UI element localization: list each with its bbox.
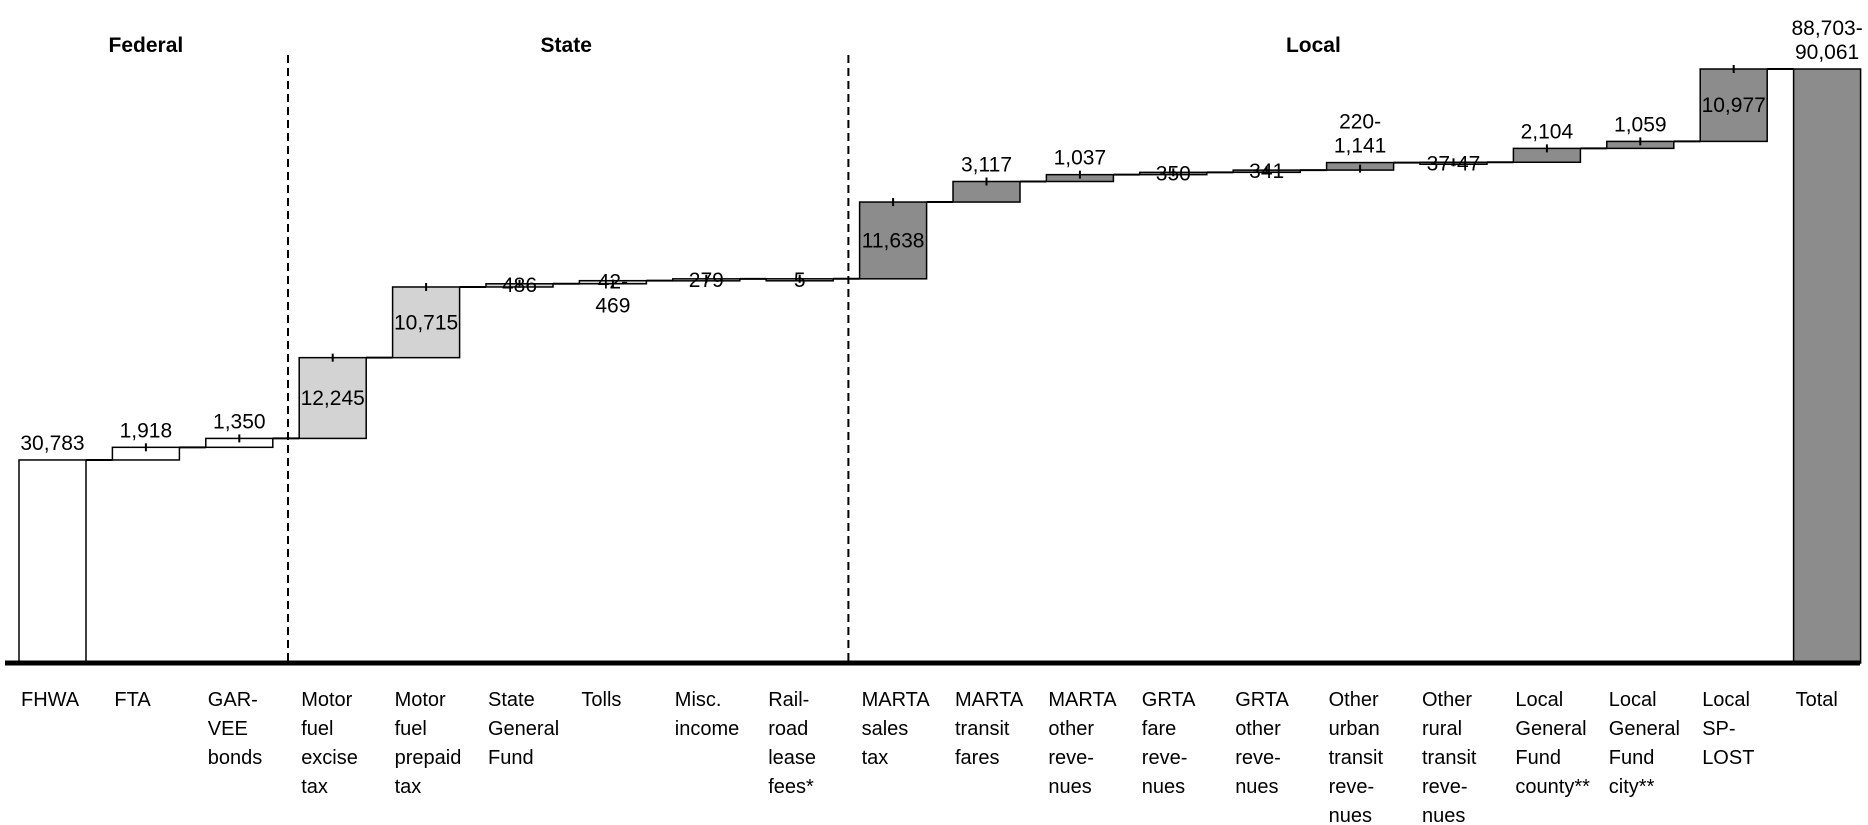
category-label-marta-transit-fares: MARTA transit fares bbox=[955, 689, 1024, 769]
data-label-motor-fuel-excise-tax: 12,245 bbox=[301, 387, 365, 410]
data-label-marta-transit-fares: 3,117 bbox=[961, 153, 1012, 176]
data-label-fhwa: 30,783 bbox=[20, 432, 84, 455]
group-label-local: Local bbox=[1286, 34, 1341, 57]
category-label-other-rural-transit-reve-nues: Other rural transit reve-nues bbox=[1422, 689, 1477, 825]
group-label-federal: Federal bbox=[109, 34, 184, 57]
category-label-motor-fuel-prepaid-tax: Motor fuel prepaid tax bbox=[395, 689, 462, 798]
category-label-motor-fuel-excise-tax: Motor fuel excise tax bbox=[301, 689, 358, 798]
category-label-local-sp-lost: Local SP-LOST bbox=[1702, 689, 1754, 769]
category-label-fhwa: FHWA bbox=[21, 689, 80, 711]
category-label-marta-other-reve-nues: MARTA other reve-nues bbox=[1048, 689, 1117, 798]
category-label-tolls: Tolls bbox=[581, 689, 621, 711]
data-label-local-general-fund-county: 2,104 bbox=[1521, 120, 1574, 143]
data-label-state-general-fund: 486 bbox=[502, 274, 537, 297]
category-label-gar-vee-bonds: GAR-VEE bonds bbox=[208, 689, 262, 769]
category-label-total: Total bbox=[1796, 689, 1838, 711]
data-label-misc-income: 279 bbox=[689, 269, 724, 292]
data-label-grta-fare-reve-nues: 350 bbox=[1156, 162, 1191, 185]
data-label-tolls: 42-469 bbox=[595, 271, 630, 318]
category-label-other-urban-transit-reve-nues: Other urban transit reve-nues bbox=[1329, 689, 1384, 825]
category-label-state-general-fund: State General Fund bbox=[488, 689, 559, 769]
category-label-misc-income: Misc. income bbox=[675, 689, 739, 740]
data-label-marta-other-reve-nues: 1,037 bbox=[1054, 147, 1107, 170]
bar-total bbox=[1792, 68, 1862, 664]
bar-local-sp-lost bbox=[1699, 68, 1768, 143]
category-label-local-general-fund-county: Local General Fund county** bbox=[1515, 689, 1590, 798]
group-label-state: State bbox=[541, 34, 592, 57]
data-label-marta-sales-tax: 11,638 bbox=[862, 229, 925, 252]
data-label-gar-vee-bonds: 1,350 bbox=[213, 410, 266, 433]
data-label-grta-other-reve-nues: 341 bbox=[1249, 160, 1284, 183]
bar-marta-sales-tax bbox=[858, 201, 928, 280]
data-label-rail-road-lease-fees: 5 bbox=[794, 269, 806, 292]
bar-fhwa bbox=[18, 459, 87, 664]
data-label-local-general-fund-city: 1,059 bbox=[1614, 113, 1667, 136]
data-label-total: 88,703-90,061 bbox=[1791, 17, 1862, 64]
data-label-other-urban-transit-reve-nues: 220-1,141 bbox=[1334, 111, 1387, 158]
data-label-local-sp-lost: 10,977 bbox=[1702, 94, 1766, 117]
category-label-rail-road-lease-fees: Rail-road lease fees* bbox=[768, 689, 816, 798]
category-label-fta: FTA bbox=[114, 689, 151, 711]
category-label-local-general-fund-city: Local General Fund city** bbox=[1609, 689, 1680, 798]
category-label-grta-fare-reve-nues: GRTA fare reve-nues bbox=[1142, 689, 1196, 798]
data-label-fta: 1,918 bbox=[120, 419, 173, 442]
category-label-grta-other-reve-nues: GRTA other reve-nues bbox=[1235, 689, 1289, 798]
category-label-marta-sales-tax: MARTA sales tax bbox=[862, 689, 931, 769]
data-label-motor-fuel-prepaid-tax: 10,715 bbox=[394, 311, 458, 334]
data-label-other-rural-transit-reve-nues: 37-47 bbox=[1427, 152, 1481, 175]
